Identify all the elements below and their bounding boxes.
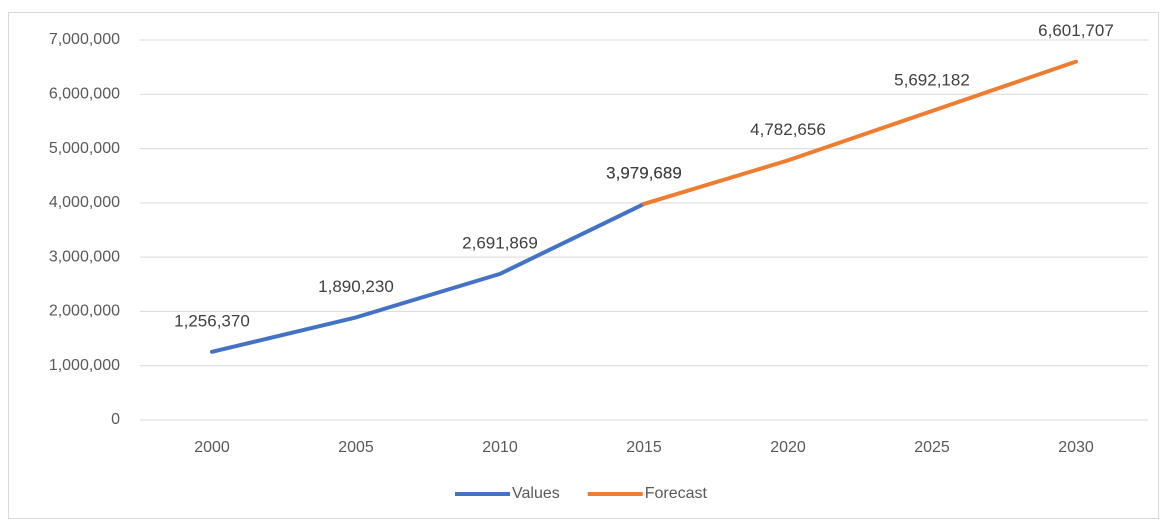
y-tick-label: 4,000,000 bbox=[49, 194, 120, 211]
x-tick-label: 2005 bbox=[338, 439, 374, 456]
data-label: 5,692,182 bbox=[894, 70, 970, 89]
data-label: 3,979,689 bbox=[606, 163, 682, 182]
data-label: 4,782,656 bbox=[750, 120, 826, 139]
data-label: 1,890,230 bbox=[318, 277, 394, 296]
y-tick-label: 2,000,000 bbox=[49, 303, 120, 320]
legend-label: Forecast bbox=[645, 485, 708, 502]
x-tick-label: 2015 bbox=[626, 439, 662, 456]
line-series bbox=[210, 201, 646, 354]
x-tick-label: 2020 bbox=[770, 439, 806, 456]
data-label: 6,601,707 bbox=[1038, 21, 1114, 40]
y-tick-label: 3,000,000 bbox=[49, 248, 120, 265]
line-series bbox=[642, 59, 1078, 206]
chart-border bbox=[8, 12, 1159, 519]
y-tick-label: 6,000,000 bbox=[49, 86, 120, 103]
x-tick-label: 2030 bbox=[1058, 439, 1094, 456]
data-label: 3,979,689 bbox=[606, 163, 682, 182]
y-tick-label: 1,000,000 bbox=[49, 357, 120, 374]
y-tick-label: 0 bbox=[111, 411, 120, 428]
y-tick-label: 5,000,000 bbox=[49, 140, 120, 157]
y-tick-label: 7,000,000 bbox=[49, 31, 120, 48]
legend-label: Values bbox=[512, 485, 560, 502]
x-tick-label: 2025 bbox=[914, 439, 950, 456]
x-tick-label: 2000 bbox=[194, 439, 230, 456]
data-label: 2,691,869 bbox=[462, 233, 538, 252]
data-label: 1,256,370 bbox=[174, 311, 250, 330]
x-tick-label: 2010 bbox=[482, 439, 518, 456]
